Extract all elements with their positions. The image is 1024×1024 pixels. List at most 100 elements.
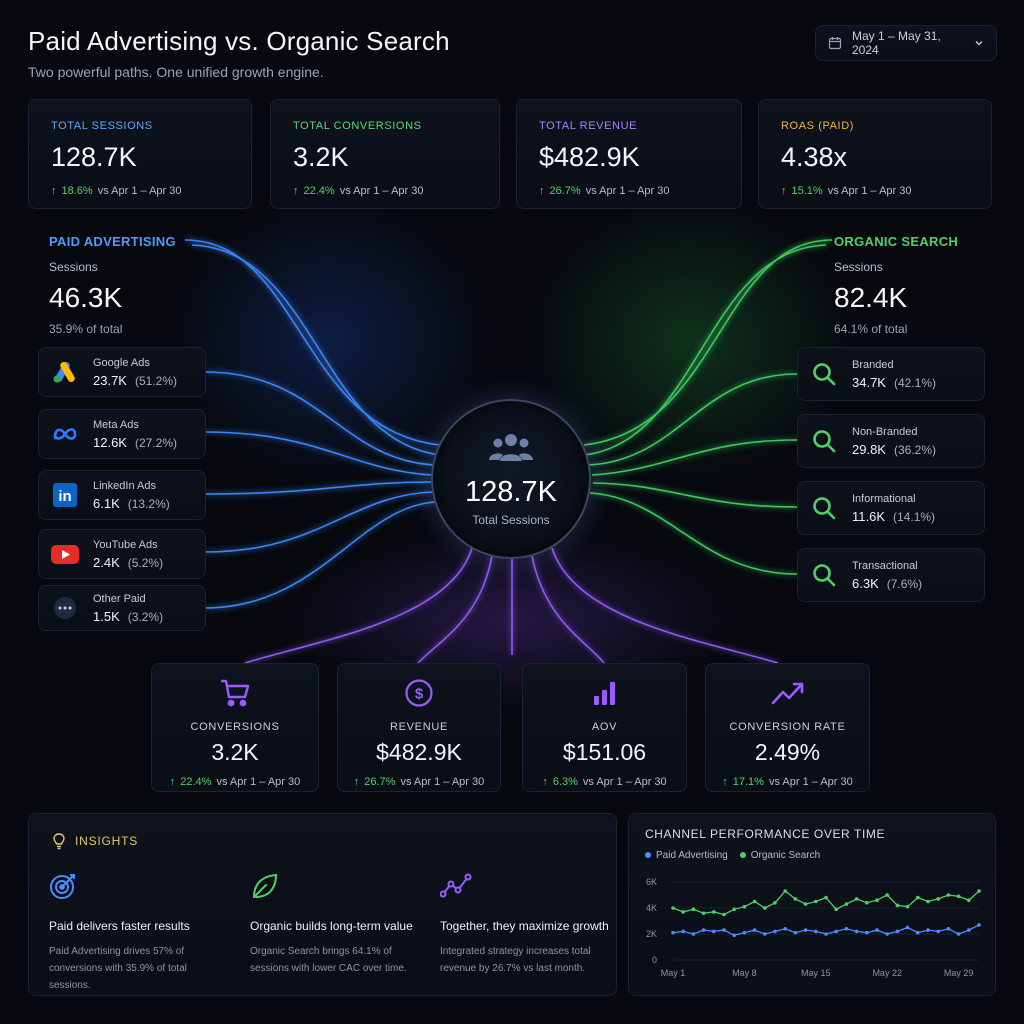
data-point bbox=[875, 898, 879, 902]
line-chart: 0 2K 4K 6K May 1 May 8 May 15 May 22 May 29 bbox=[646, 877, 981, 978]
kpi-delta-value: 26.7% bbox=[549, 185, 581, 197]
search-icon bbox=[813, 564, 836, 587]
metric-delta-value: 22.4% bbox=[180, 776, 212, 788]
data-point bbox=[814, 899, 818, 904]
x-tick-label: May 15 bbox=[801, 968, 831, 978]
arrow-up-icon: ↑ bbox=[542, 776, 548, 788]
source-sessions: 6.1K bbox=[93, 495, 120, 511]
data-point bbox=[722, 912, 726, 917]
paid-title: PAID ADVERTISING bbox=[49, 234, 176, 249]
source-name: LinkedIn Ads bbox=[93, 479, 156, 492]
paid-source-meta-ads[interactable]: Meta Ads 12.6K (27.2%) bbox=[38, 409, 206, 459]
arrow-up-icon: ↑ bbox=[51, 185, 57, 197]
data-point bbox=[936, 897, 940, 901]
svg-text:in: in bbox=[58, 488, 71, 505]
data-point bbox=[681, 910, 685, 914]
y-tick-label: 4K bbox=[646, 903, 657, 913]
data-point bbox=[752, 899, 757, 904]
source-pct: (13.2%) bbox=[127, 496, 170, 511]
insight-description: Integrated strategy increases total reve… bbox=[440, 946, 591, 974]
source-sessions: 34.7K bbox=[852, 374, 886, 390]
users-icon bbox=[489, 434, 533, 461]
youtube-icon bbox=[51, 545, 79, 564]
metric-value: $482.9K bbox=[376, 739, 462, 765]
source-value: 2.4K (5.2%) bbox=[93, 555, 163, 570]
data-point bbox=[946, 893, 951, 897]
legend-item-paid: Paid Advertising bbox=[645, 850, 728, 861]
data-point bbox=[712, 910, 716, 914]
data-point bbox=[783, 889, 787, 893]
organic-summary: ORGANIC SEARCH Sessions 82.4K 64.1% of t… bbox=[834, 234, 958, 336]
data-point bbox=[752, 928, 757, 932]
linkedin-icon: in bbox=[53, 483, 77, 507]
organic-source-non-branded[interactable]: Non-Branded 29.8K (36.2%) bbox=[797, 414, 985, 468]
legend-item-organic: Organic Search bbox=[739, 850, 820, 861]
metric-delta: ↑ 26.7% vs Apr 1 – Apr 30 bbox=[338, 776, 500, 788]
data-point bbox=[763, 932, 767, 936]
paid-summary: PAID ADVERTISING Sessions 46.3K 35.9% of… bbox=[49, 234, 176, 336]
organic-source-branded[interactable]: Branded 34.7K (42.1%) bbox=[797, 347, 985, 401]
insights-panel: INSIGHTS Paid delivers faster results Pa… bbox=[28, 813, 617, 996]
arrow-up-icon: ↑ bbox=[353, 776, 360, 788]
source-name: Transactional bbox=[852, 559, 918, 572]
source-sessions: 11.6K bbox=[852, 508, 886, 524]
data-point bbox=[865, 901, 869, 905]
meta-icon bbox=[53, 428, 77, 440]
paid-source-other-paid[interactable]: Other Paid 1.5K (3.2%) bbox=[38, 585, 206, 631]
source-name: Other Paid bbox=[93, 592, 146, 605]
organic-title: ORGANIC SEARCH bbox=[834, 234, 959, 249]
data-point bbox=[956, 932, 961, 936]
search-icon bbox=[813, 497, 836, 520]
hub-value: 128.7K bbox=[465, 476, 557, 508]
y-tick-label: 6K bbox=[646, 877, 657, 887]
source-name: Informational bbox=[852, 492, 916, 505]
data-point bbox=[885, 932, 889, 936]
data-point bbox=[773, 901, 777, 905]
arrow-up-icon: ↑ bbox=[781, 185, 787, 197]
paid-source-linkedin-ads[interactable]: in LinkedIn Ads 6.1K (13.2%) bbox=[38, 470, 206, 520]
kpi-label: TOTAL REVENUE bbox=[539, 120, 638, 132]
insight-item: Together, they maximize growth Integrate… bbox=[439, 872, 620, 977]
data-point bbox=[967, 928, 971, 932]
insight-description: Organic Search brings 64.1% of sessions … bbox=[250, 946, 407, 974]
data-point bbox=[701, 928, 706, 932]
arrow-up-icon: ↑ bbox=[169, 776, 176, 788]
metric-label: AOV bbox=[591, 721, 618, 733]
data-point bbox=[895, 903, 900, 908]
kpi-delta: ↑ 22.4% vs Apr 1 – Apr 30 bbox=[293, 185, 477, 197]
data-point bbox=[977, 889, 981, 893]
arrow-up-icon: ↑ bbox=[722, 776, 728, 788]
search-icon bbox=[813, 430, 836, 453]
paid-source-google-ads[interactable]: Google Ads 23.7K (51.2%) bbox=[38, 347, 206, 397]
series-line-organic bbox=[672, 890, 980, 916]
data-point bbox=[885, 893, 889, 897]
source-pct: (51.2%) bbox=[134, 373, 178, 388]
kpi-total-sessions: TOTAL SESSIONS 128.7K ↑ 18.6% vs Apr 1 – A… bbox=[28, 99, 252, 209]
bar-chart-icon bbox=[593, 682, 615, 705]
organic-source-transactional[interactable]: Transactional 6.3K (7.6%) bbox=[797, 548, 985, 602]
y-tick-label: 0 bbox=[652, 955, 657, 965]
data-point bbox=[916, 895, 920, 900]
more-icon bbox=[54, 597, 76, 619]
network-icon bbox=[439, 873, 472, 898]
kpi-total-conversions: TOTAL CONVERSIONS 3.2K ↑ 22.4% vs Apr 1 – … bbox=[270, 99, 500, 209]
kpi-delta: ↑ 18.6% vs Apr 1 – Apr 30 bbox=[51, 185, 229, 197]
x-tick-label: May 8 bbox=[732, 968, 757, 978]
search-icon bbox=[813, 363, 836, 386]
organic-source-informational[interactable]: Informational 11.6K (14.1%) bbox=[797, 481, 985, 535]
kpi-value: 3.2K bbox=[293, 142, 349, 172]
metric-aov: AOV $151.06 ↑ 6.3% vs Apr 1 – Apr 30 bbox=[522, 663, 687, 792]
data-point bbox=[844, 902, 849, 906]
channel-performance-chart: CHANNEL PERFORMANCE OVER TIME Paid Adver… bbox=[628, 813, 996, 996]
insight-title: Paid delivers faster results bbox=[49, 919, 190, 933]
kpi-value: 4.38x bbox=[781, 142, 848, 172]
insight-item: Organic builds long-term value Organic S… bbox=[250, 872, 430, 977]
kpi-delta: ↑ 26.7% vs Apr 1 – Apr 30 bbox=[539, 185, 719, 197]
source-sessions: 12.6K bbox=[93, 434, 127, 450]
paid-source-youtube-ads[interactable]: YouTube Ads 2.4K (5.2%) bbox=[38, 529, 206, 579]
insight-title: Organic builds long-term value bbox=[250, 919, 413, 933]
organic-sessions-label: Sessions bbox=[834, 260, 883, 274]
date-range-picker[interactable]: May 1 – May 31, 2024 bbox=[815, 25, 997, 61]
arrow-up-icon: ↑ bbox=[539, 185, 545, 197]
source-value: 11.6K (14.1%) bbox=[852, 509, 935, 524]
